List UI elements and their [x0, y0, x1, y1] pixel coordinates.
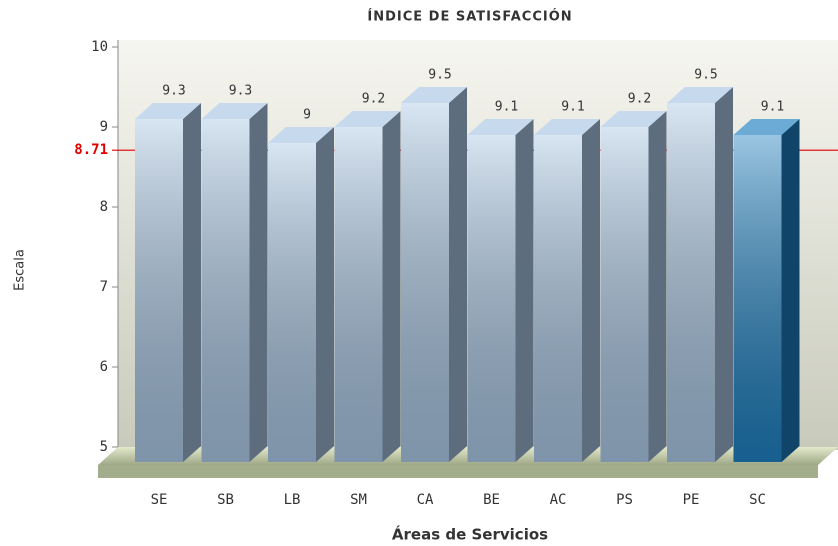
- bar-top-shine: [135, 103, 201, 119]
- value-label: 9.1: [495, 100, 518, 115]
- bar-shade: [667, 103, 715, 462]
- y-tick-label: 10: [91, 39, 108, 55]
- x-tick-label: LB: [284, 492, 301, 508]
- x-tick-label: SM: [350, 492, 367, 508]
- bar-top: [135, 103, 201, 119]
- bar-side: [183, 103, 201, 462]
- bar-side-shade: [316, 127, 334, 462]
- bar-side-shade: [515, 119, 534, 462]
- x-tick-label: CA: [417, 492, 434, 508]
- bar-side: [249, 103, 268, 462]
- target-label: 8.71: [74, 142, 108, 158]
- bar-side-shade: [249, 103, 268, 462]
- bar-top: [401, 87, 467, 103]
- bar-top: [667, 87, 733, 103]
- bar-top: [201, 103, 268, 119]
- bar-top-shine: [667, 87, 733, 103]
- bar-top-shine: [467, 119, 534, 135]
- bar-top-shine: [268, 127, 334, 143]
- bar-side-shade: [715, 87, 733, 462]
- value-label: 9.2: [362, 92, 385, 107]
- bar-side-shade: [582, 119, 600, 462]
- x-tick-label: BE: [483, 492, 500, 508]
- bar-side: [316, 127, 334, 462]
- value-label: 9: [303, 108, 311, 123]
- value-label: 9.1: [561, 100, 584, 115]
- value-label: 9.2: [628, 92, 651, 107]
- bar-top-shine: [534, 119, 600, 135]
- y-tick-label: 6: [100, 359, 108, 375]
- y-tick-label: 5: [100, 439, 108, 455]
- bar-top-shine: [201, 103, 268, 119]
- bar-top: [534, 119, 600, 135]
- value-label: 9.1: [761, 100, 784, 115]
- x-tick-label: SE: [151, 492, 168, 508]
- x-tick-label: AC: [550, 492, 567, 508]
- x-tick-label: SC: [749, 492, 766, 508]
- bar-shade: [733, 135, 782, 462]
- bar-shade: [135, 119, 183, 462]
- value-label: 9.3: [162, 84, 185, 99]
- value-label: 9.5: [694, 68, 717, 83]
- bar-shade: [467, 135, 516, 462]
- chart-title: ÍNDICE DE SATISFACCIÓN: [367, 9, 572, 25]
- x-tick-label: PS: [616, 492, 633, 508]
- bar-side: [582, 119, 600, 462]
- bar-top: [334, 111, 401, 127]
- x-tick-label: PE: [683, 492, 700, 508]
- floor-front: [98, 465, 818, 478]
- bar-shade: [268, 143, 316, 462]
- bar-side: [382, 111, 401, 462]
- y-tick-label: 8: [100, 199, 108, 215]
- bar-side: [715, 87, 733, 462]
- value-label: 9.3: [229, 84, 252, 99]
- bar-top-shine: [733, 119, 800, 135]
- bar-top-shine: [334, 111, 401, 127]
- bar-top: [600, 111, 667, 127]
- bar-side: [515, 119, 534, 462]
- bar-side: [648, 111, 667, 462]
- bar-side: [449, 87, 467, 462]
- bar-top: [733, 119, 800, 135]
- x-axis-label: Áreas de Servicios: [392, 525, 548, 544]
- bar-shade: [401, 103, 449, 462]
- bar-shade: [334, 127, 383, 462]
- y-tick-label: 9: [100, 119, 108, 135]
- bar-top: [467, 119, 534, 135]
- bar-side-shade: [648, 111, 667, 462]
- x-tick-label: SB: [217, 492, 234, 508]
- bar-top-shine: [600, 111, 667, 127]
- bar-side: [781, 119, 800, 462]
- bar-side-shade: [449, 87, 467, 462]
- bar-shade: [534, 135, 582, 462]
- bar-side-shade: [382, 111, 401, 462]
- y-tick-label: 7: [100, 279, 108, 295]
- bar-top-shine: [401, 87, 467, 103]
- bar-side-shade: [183, 103, 201, 462]
- y-axis-label: Escala: [13, 249, 28, 291]
- bar-side-shade: [781, 119, 800, 462]
- bar-top: [268, 127, 334, 143]
- bar-shade: [201, 119, 250, 462]
- bar-shade: [600, 127, 649, 462]
- value-label: 9.5: [428, 68, 451, 83]
